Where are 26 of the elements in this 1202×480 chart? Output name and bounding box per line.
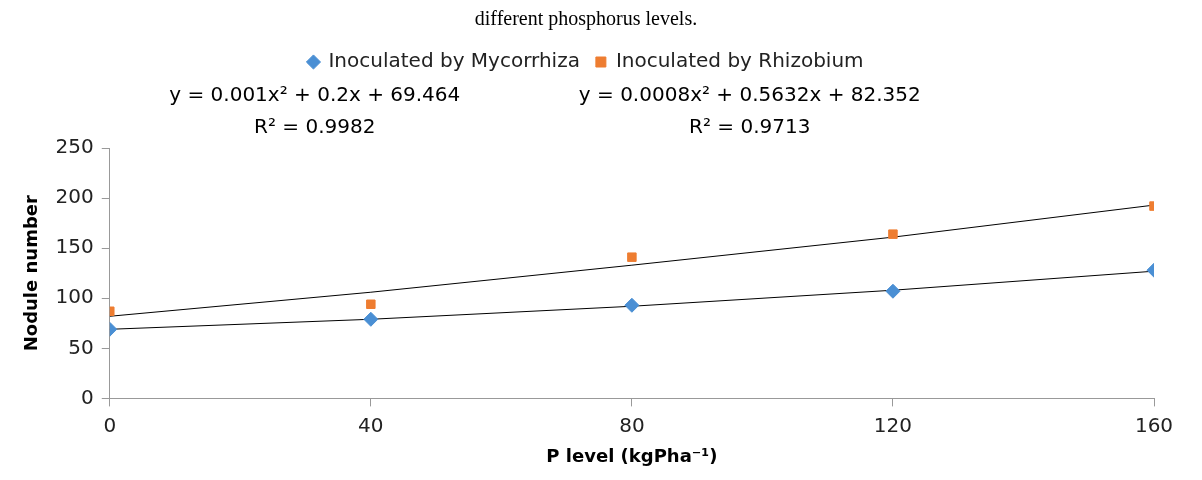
point	[366, 299, 376, 309]
text: y = 0.001x² + 0.2x + 69.464	[169, 82, 461, 107]
x-tick-label: 160	[1134, 412, 1174, 437]
point	[888, 229, 898, 239]
chart-title: different phosphorus levels.	[474, 7, 698, 31]
text: y = 0.0008x² + 0.5632x + 82.352	[578, 82, 921, 107]
point	[624, 297, 640, 313]
point	[363, 311, 379, 327]
y-tick-label: 250	[55, 134, 94, 159]
y-tick-label: 50	[68, 334, 94, 359]
legend-label: Inoculated by Mycorrhiza	[328, 48, 580, 73]
x-tick-label: 120	[873, 412, 913, 437]
x-axis-title: P level (kgPha⁻¹)	[546, 444, 718, 466]
y-axis-title: Nodule number	[20, 195, 42, 352]
point	[885, 283, 901, 299]
y-tick-label: 100	[55, 284, 94, 309]
text: R² = 0.9713	[689, 114, 811, 139]
y-tick-label: 0	[81, 384, 94, 409]
point	[627, 252, 637, 262]
x-tick-label: 40	[358, 412, 384, 437]
legend-label: Inoculated by Rhizobium	[615, 48, 864, 73]
text: R² = 0.9982	[254, 114, 376, 139]
x-tick-label: 80	[619, 412, 645, 437]
y-tick-label: 150	[55, 234, 94, 259]
x-tick-label: 0	[103, 412, 117, 437]
y-tick-label: 200	[55, 184, 94, 209]
